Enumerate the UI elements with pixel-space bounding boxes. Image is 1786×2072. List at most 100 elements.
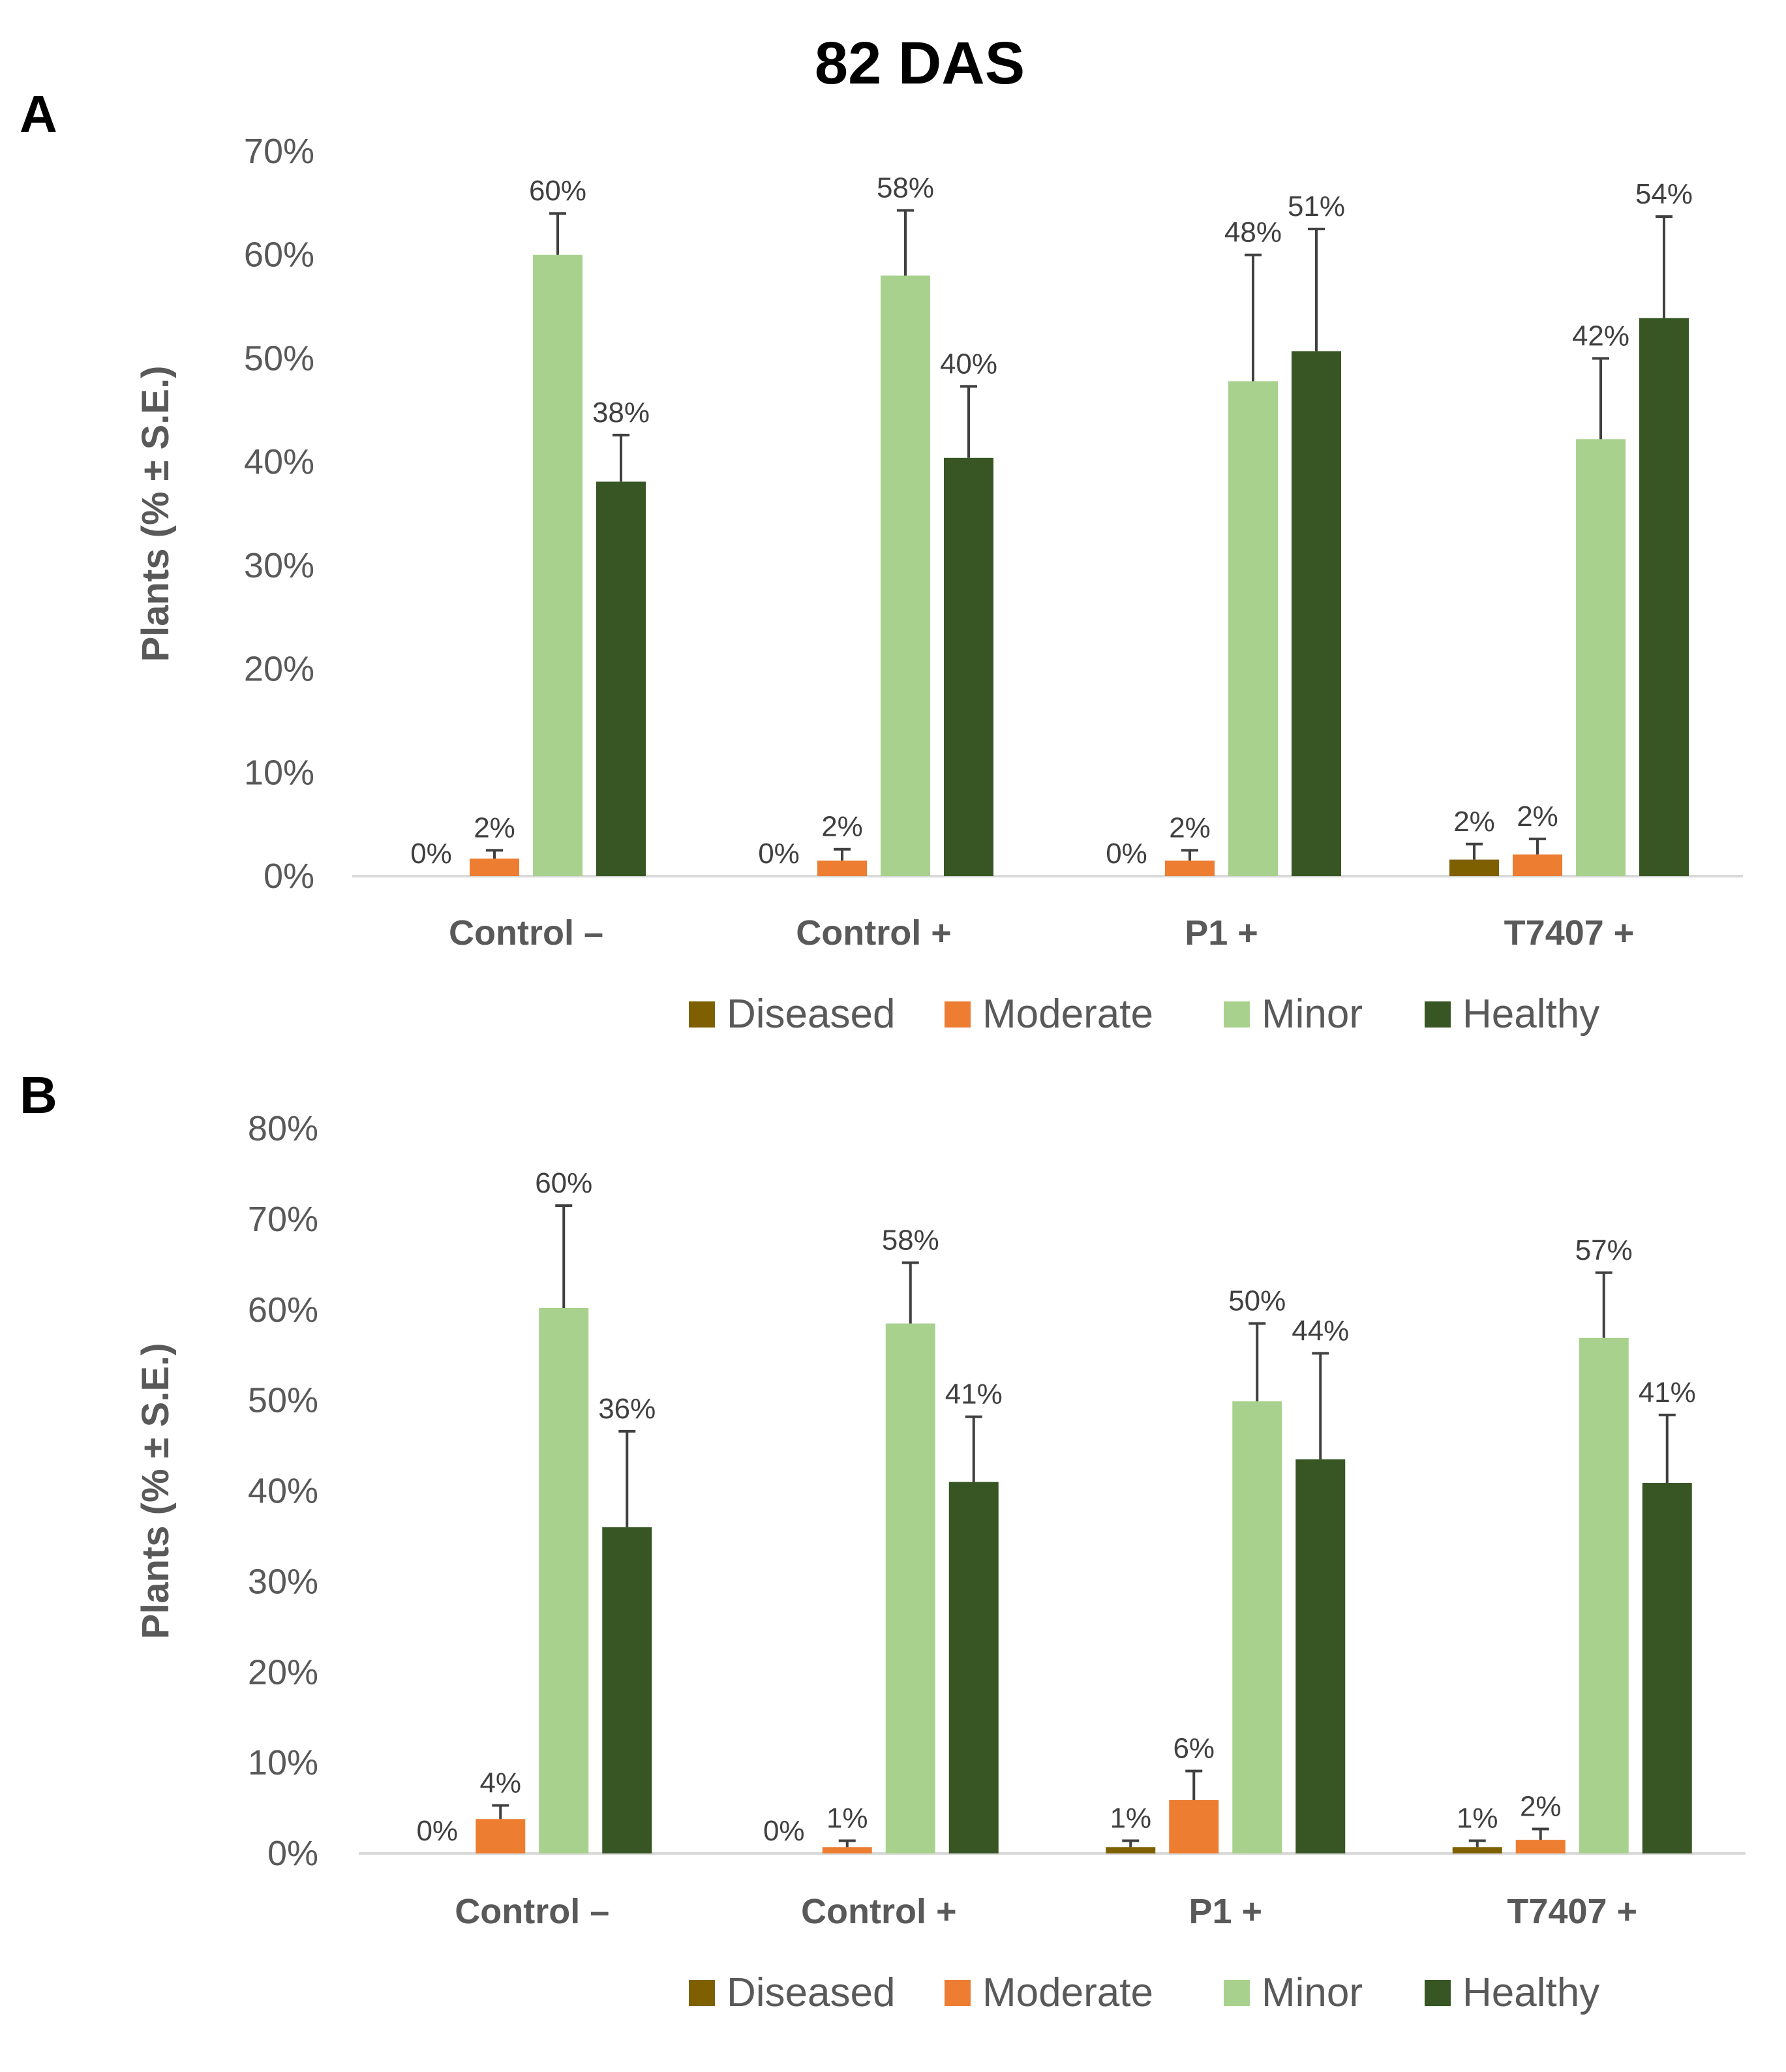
legend-swatch-a-minor: [1224, 1001, 1250, 1028]
data-label-a-moderate-3: 2%: [1517, 800, 1558, 832]
bar-a-healthy-2: [1292, 351, 1341, 876]
bar-b-moderate-1: [822, 1847, 872, 1853]
legend-label-a-moderate: Moderate: [982, 992, 1153, 1037]
legend-label-b-minor: Minor: [1262, 1970, 1363, 2015]
chart-panel-b: B 0% 10% 20% 30% 40% 50% 60% 70% 80% Plants (% ± …: [20, 1066, 1746, 2015]
data-label-b-minor-2: 50%: [1228, 1285, 1286, 1317]
y-tick-label-b-5: 50%: [248, 1381, 318, 1420]
legend-swatch-a-moderate: [945, 1001, 971, 1028]
y-tick-label-b-4: 40%: [248, 1472, 318, 1511]
data-label-b-minor-0: 60%: [535, 1167, 592, 1199]
legend-label-a-diseased: Diseased: [727, 992, 895, 1037]
y-tick-label-b-2: 20%: [248, 1653, 318, 1692]
data-label-a-diseased-3: 2%: [1453, 806, 1495, 838]
data-label-a-diseased-2: 0%: [1106, 838, 1147, 870]
bar-a-healthy-1: [944, 457, 993, 876]
data-label-a-moderate-1: 2%: [821, 811, 863, 843]
bar-b-minor-2: [1232, 1401, 1282, 1853]
bar-a-moderate-3: [1513, 854, 1562, 876]
data-label-a-healthy-0: 38%: [592, 397, 650, 429]
data-label-a-minor-0: 60%: [529, 175, 586, 207]
legend-swatch-a-diseased: [689, 1001, 715, 1028]
y-tick-label-a-0: 0%: [264, 857, 314, 896]
bar-b-minor-0: [539, 1307, 589, 1853]
bar-a-moderate-0: [470, 859, 519, 876]
legend-label-b-diseased: Diseased: [727, 1970, 895, 2015]
data-label-b-minor-1: 58%: [882, 1225, 939, 1257]
legend-swatch-a-healthy: [1425, 1001, 1451, 1028]
bar-b-minor-3: [1579, 1337, 1629, 1853]
data-label-a-healthy-3: 54%: [1635, 178, 1693, 210]
y-axis-label-b: Plants (% ± S.E.): [134, 1343, 177, 1639]
bar-a-moderate-1: [817, 861, 867, 876]
data-label-a-minor-1: 58%: [877, 172, 934, 204]
legend-swatch-b-moderate: [945, 1980, 971, 2006]
data-label-b-diseased-1: 0%: [763, 1815, 805, 1847]
legend-label-b-moderate: Moderate: [982, 1970, 1153, 2015]
data-label-a-moderate-0: 2%: [474, 812, 515, 844]
data-label-a-diseased-1: 0%: [758, 838, 800, 870]
bar-b-moderate-0: [476, 1819, 526, 1853]
data-label-b-healthy-1: 41%: [945, 1379, 1003, 1410]
bar-b-healthy-2: [1295, 1459, 1346, 1853]
data-label-b-moderate-2: 6%: [1173, 1733, 1215, 1765]
data-label-b-minor-3: 57%: [1575, 1234, 1633, 1266]
chart-panel-a: A 0% 10% 20% 30% 40% 50% 60% 70% Plants (% ± S.E…: [20, 85, 1743, 1037]
bar-b-diseased-3: [1452, 1847, 1502, 1853]
y-tick-label-b-8: 80%: [248, 1109, 318, 1148]
y-axis-label-a: Plants (% ± S.E.): [134, 365, 177, 662]
legend-label-a-healthy: Healthy: [1462, 992, 1599, 1037]
category-label-a-1: Control +: [796, 913, 952, 952]
data-label-a-healthy-1: 40%: [940, 348, 997, 380]
bar-a-minor-3: [1576, 439, 1626, 876]
data-label-a-minor-3: 42%: [1572, 320, 1629, 352]
panel-letter-a: A: [20, 85, 57, 143]
panel-letter-b: B: [20, 1066, 57, 1124]
legend-label-b-healthy: Healthy: [1462, 1970, 1599, 2015]
bar-b-diseased-2: [1106, 1847, 1156, 1853]
y-tick-label-a-6: 60%: [244, 236, 314, 275]
data-label-b-moderate-3: 2%: [1520, 1791, 1562, 1823]
y-tick-label-b-3: 30%: [248, 1562, 318, 1601]
y-tick-label-a-1: 10%: [244, 753, 314, 792]
category-label-a-0: Control –: [449, 913, 603, 952]
figure-title: 82 DAS: [815, 30, 1025, 97]
bar-b-moderate-2: [1169, 1800, 1219, 1853]
y-tick-label-b-1: 10%: [248, 1743, 318, 1782]
legend-swatch-b-healthy: [1425, 1980, 1451, 2006]
y-tick-label-a-7: 70%: [244, 132, 314, 171]
bar-b-healthy-1: [948, 1482, 999, 1853]
legend-swatch-b-minor: [1224, 1980, 1250, 2006]
data-label-a-moderate-2: 2%: [1169, 812, 1211, 844]
category-label-b-0: Control –: [455, 1892, 609, 1931]
bar-b-healthy-3: [1642, 1483, 1692, 1853]
y-tick-label-a-4: 40%: [244, 442, 314, 481]
legend-swatch-b-diseased: [689, 1980, 715, 2006]
data-label-b-healthy-2: 44%: [1292, 1315, 1349, 1347]
data-label-a-healthy-2: 51%: [1288, 190, 1345, 222]
bar-a-minor-2: [1228, 381, 1278, 876]
bar-b-moderate-3: [1515, 1840, 1566, 1853]
legend-label-a-minor: Minor: [1262, 992, 1363, 1037]
bar-b-healthy-0: [602, 1527, 652, 1853]
bar-a-moderate-2: [1165, 861, 1215, 876]
bar-a-diseased-3: [1449, 859, 1499, 876]
category-label-a-2: P1 +: [1185, 913, 1258, 952]
y-tick-label-b-0: 0%: [267, 1834, 318, 1873]
data-label-b-healthy-3: 41%: [1639, 1377, 1696, 1409]
data-label-a-minor-2: 48%: [1224, 217, 1282, 249]
data-label-b-diseased-3: 1%: [1457, 1803, 1498, 1835]
category-label-b-1: Control +: [801, 1892, 957, 1931]
y-tick-label-a-2: 20%: [244, 650, 314, 689]
data-label-b-diseased-0: 0%: [416, 1815, 458, 1847]
y-tick-label-b-7: 70%: [248, 1200, 318, 1239]
bar-a-minor-1: [881, 275, 930, 876]
y-tick-label-a-3: 30%: [244, 546, 314, 585]
category-label-b-2: P1 +: [1188, 1892, 1262, 1931]
category-label-b-3: T7407 +: [1507, 1892, 1637, 1931]
data-label-b-moderate-1: 1%: [826, 1803, 868, 1835]
category-label-a-3: T7407 +: [1504, 913, 1635, 952]
data-label-a-diseased-0: 0%: [410, 838, 452, 870]
data-label-b-healthy-0: 36%: [598, 1393, 656, 1425]
bar-a-minor-0: [533, 254, 583, 876]
